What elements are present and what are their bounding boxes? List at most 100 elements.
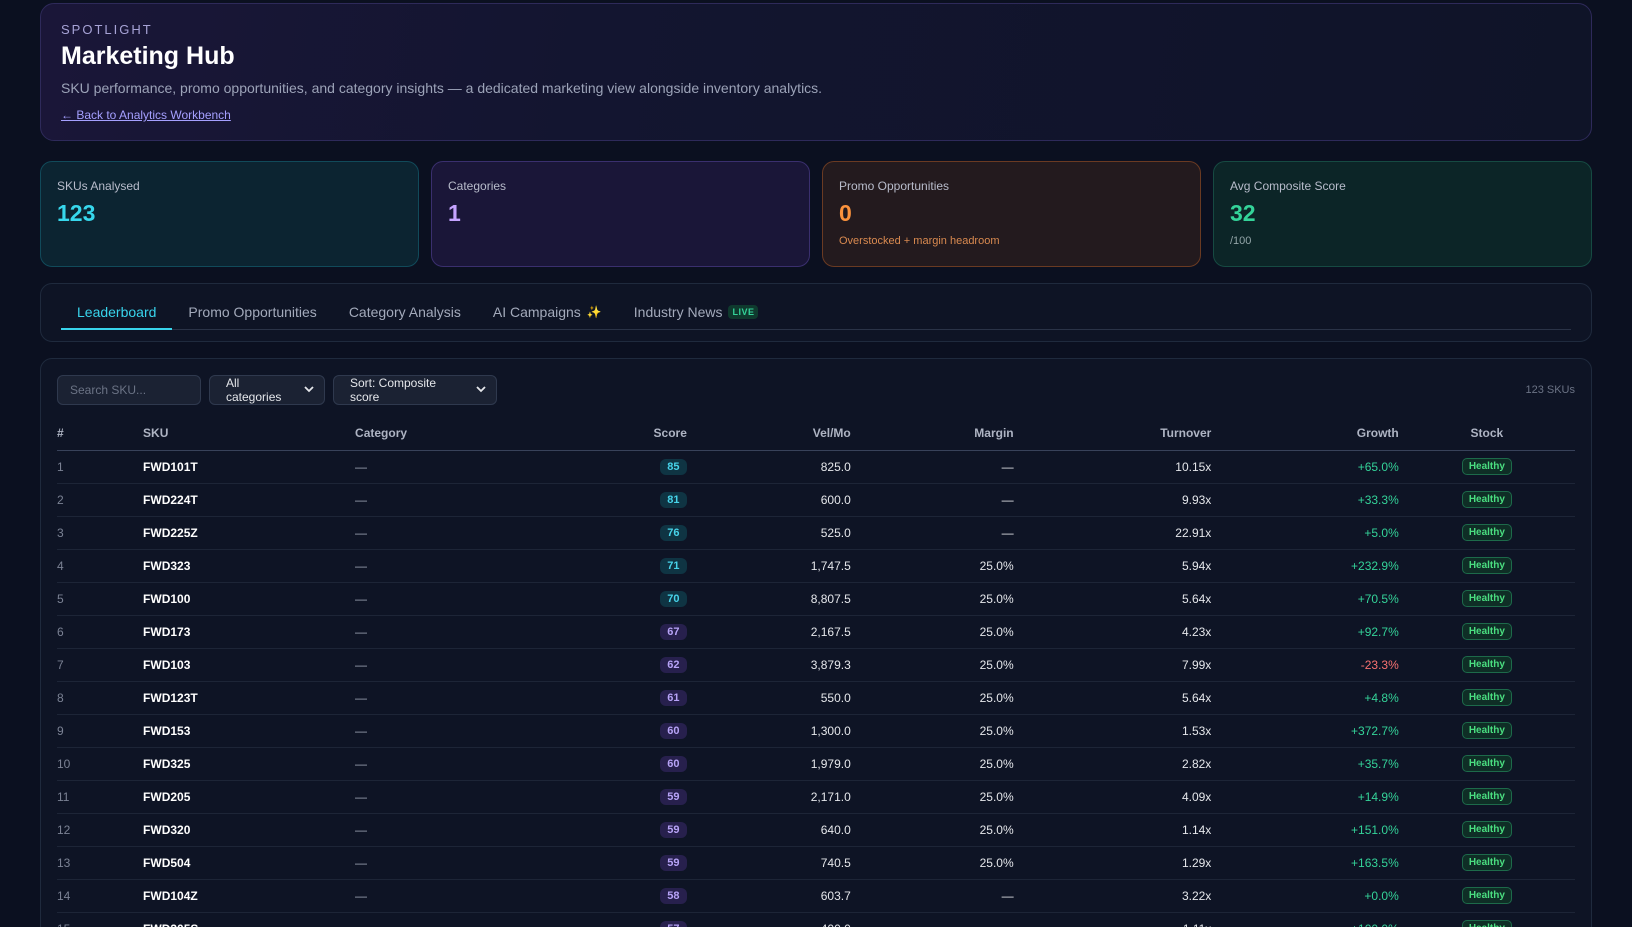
velocity-cell: 550.0: [686, 681, 851, 715]
column-header[interactable]: #: [57, 417, 144, 451]
turnover-cell: 2.82x: [1013, 747, 1212, 781]
stock-status-badge: Healthy: [1461, 788, 1512, 805]
column-header[interactable]: Growth: [1211, 417, 1399, 451]
tab-promo-opportunities[interactable]: Promo Opportunities: [172, 304, 332, 329]
score-cell: 62: [559, 648, 687, 682]
stock-cell: Healthy: [1398, 516, 1575, 550]
growth-cell: +92.7%: [1211, 615, 1399, 649]
tab-ai-campaigns[interactable]: AI Campaigns ✨: [477, 304, 618, 329]
sparkle-icon: ✨: [586, 305, 602, 319]
kpi-label: SKUs Analysed: [57, 179, 140, 193]
tab-category-analysis[interactable]: Category Analysis: [333, 304, 477, 329]
score-badge: 59: [659, 821, 687, 838]
score-cell: 59: [559, 780, 687, 814]
column-header[interactable]: Stock: [1398, 417, 1575, 451]
velocity-cell: 740.5: [686, 846, 851, 880]
table-row[interactable]: 10 FWD325— 60 1,979.0 25.0% 2.82x +35.7% Health…: [57, 747, 1575, 781]
back-to-workbench-link[interactable]: ← Back to Analytics Workbench: [61, 108, 231, 122]
table-row[interactable]: 6 FWD173— 67 2,167.5 25.0% 4.23x +92.7% Healthy: [57, 615, 1575, 649]
category-cell: —: [355, 846, 560, 880]
stock-status-badge: Healthy: [1461, 854, 1512, 871]
growth-cell: +4.8%: [1211, 681, 1399, 715]
score-badge: 70: [659, 590, 687, 607]
velocity-cell: 2,171.0: [686, 780, 851, 814]
score-badge: 57: [659, 920, 687, 927]
sku-code: FWD320: [143, 813, 356, 847]
table-row[interactable]: 9 FWD153— 60 1,300.0 25.0% 1.53x +372.7% Health…: [57, 714, 1575, 748]
velocity-cell: 3,879.3: [686, 648, 851, 682]
velocity-cell: 8,807.5: [686, 582, 851, 616]
table-row[interactable]: 7 FWD103— 62 3,879.3 25.0% 7.99x -23.3% Healthy: [57, 648, 1575, 682]
column-header[interactable]: Category: [355, 417, 560, 451]
table-row[interactable]: 4 FWD323— 71 1,747.5 25.0% 5.94x +232.9% Health…: [57, 549, 1575, 583]
table-row[interactable]: 8 FWD123T — 61 550.0 25.0% 5.64x +4.8% Healthy: [57, 681, 1575, 715]
kpi-note: /100: [1230, 235, 1252, 247]
margin-cell: —: [850, 516, 1014, 550]
table-row[interactable]: 1 FWD101T —85 825.0—10.15x +65.0% Healthy: [57, 450, 1575, 484]
score-badge: 71: [659, 557, 687, 574]
category-cell: —: [355, 615, 560, 649]
sort-select[interactable]: Sort: Composite score: [333, 375, 497, 405]
sku-code: FWD205: [143, 780, 356, 814]
eyebrow-label: SPOTLIGHT: [61, 22, 153, 37]
column-header[interactable]: SKU: [143, 417, 356, 451]
search-input[interactable]: [57, 375, 201, 405]
kpi-value: 0: [839, 200, 852, 226]
row-rank: 14: [57, 879, 144, 913]
score-cell: 76: [559, 516, 687, 550]
margin-cell: 25.0%: [850, 747, 1014, 781]
category-cell: —: [355, 582, 560, 616]
kpi-value: 1: [448, 200, 461, 226]
score-cell: 61: [559, 681, 687, 715]
table-row[interactable]: 5 FWD100— 70 8,807.5 25.0% 5.64x +70.5% Healthy: [57, 582, 1575, 616]
column-header[interactable]: Score: [559, 417, 687, 451]
score-badge: 81: [659, 491, 687, 508]
row-rank: 2: [57, 483, 144, 517]
score-badge: 61: [659, 689, 687, 706]
stock-cell: Healthy: [1398, 450, 1575, 484]
stock-cell: Healthy: [1398, 747, 1575, 781]
margin-cell: 25.0%: [850, 582, 1014, 616]
category-cell: —: [355, 912, 560, 927]
score-badge: 59: [659, 788, 687, 805]
column-header[interactable]: Vel/Mo: [686, 417, 851, 451]
chevron-down-icon: [304, 385, 314, 396]
table-row[interactable]: 15FWD305S—57400.0—1.11x+100.0%Healthy: [57, 912, 1575, 927]
table-row[interactable]: 3 FWD225Z —76 525.0—22.91x +5.0% Healthy: [57, 516, 1575, 550]
tab-industry-news[interactable]: Industry News LIVE: [618, 304, 775, 329]
growth-cell: +372.7%: [1211, 714, 1399, 748]
tab-leaderboard[interactable]: Leaderboard: [61, 304, 173, 330]
category-cell: —: [355, 450, 560, 484]
table-row[interactable]: 14 FWD104Z —58 603.7—3.22x +0.0% Healthy: [57, 879, 1575, 913]
margin-cell: 25.0%: [850, 813, 1014, 847]
score-cell: 58: [559, 879, 687, 913]
turnover-cell: 4.09x: [1013, 780, 1212, 814]
score-cell: 60: [559, 714, 687, 748]
turnover-cell: 4.23x: [1013, 615, 1212, 649]
margin-cell: —: [850, 879, 1014, 913]
stock-status-badge: Healthy: [1461, 623, 1512, 640]
velocity-cell: 1,300.0: [686, 714, 851, 748]
column-header[interactable]: Turnover: [1013, 417, 1212, 451]
category-cell: —: [355, 516, 560, 550]
growth-cell: +70.5%: [1211, 582, 1399, 616]
category-cell: —: [355, 714, 560, 748]
row-rank: 5: [57, 582, 144, 616]
table-row[interactable]: 11 FWD205— 59 2,171.0 25.0% 4.09x +14.9% Health…: [57, 780, 1575, 814]
growth-cell: +5.0%: [1211, 516, 1399, 550]
stock-status-badge: Healthy: [1461, 458, 1512, 475]
row-rank: 1: [57, 450, 144, 484]
column-header[interactable]: Margin: [850, 417, 1014, 451]
table-row[interactable]: 12 FWD320— 59 640.0 25.0% 1.14x +151.0% Healthy: [57, 813, 1575, 847]
row-rank: 12: [57, 813, 144, 847]
row-rank: 8: [57, 681, 144, 715]
category-select[interactable]: All categories: [209, 375, 325, 405]
table-controls: All categories Sort: Composite score 123…: [57, 375, 1575, 405]
turnover-cell: 5.94x: [1013, 549, 1212, 583]
stock-cell: Healthy: [1398, 681, 1575, 715]
table-row[interactable]: 13 FWD504— 59 740.5 25.0% 1.29x +163.5% Healthy: [57, 846, 1575, 880]
score-cell: 81: [559, 483, 687, 517]
score-badge: 76: [659, 524, 687, 541]
table-row[interactable]: 2 FWD224T —81 600.0—9.93x +33.3% Healthy: [57, 483, 1575, 517]
stock-cell: Healthy: [1398, 846, 1575, 880]
